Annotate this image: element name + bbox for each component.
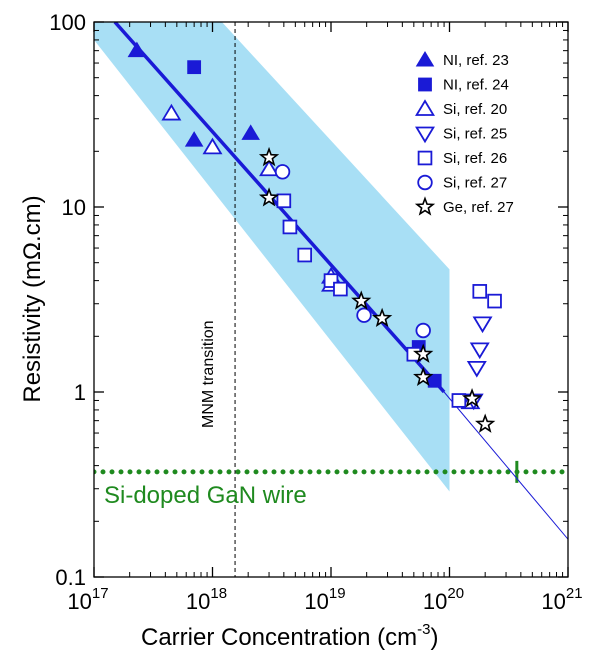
point-star-open-6-3 xyxy=(371,307,393,328)
fit-line-extension xyxy=(443,391,568,540)
legend-label-1: NI, ref. 24 xyxy=(443,77,509,94)
point-square-open-4-4 xyxy=(333,281,348,297)
point-triangle-up-open-2-2 xyxy=(259,159,280,177)
x-axis-title: Carrier Concentration (cm-3) xyxy=(141,621,438,651)
x-axis-title-exp: -3 xyxy=(417,621,430,638)
x-axis-title-suffix: ) xyxy=(430,624,438,651)
legend: NI, ref. 23 NI, ref. 24 Si, ref. 20 Si, ref… xyxy=(414,51,514,216)
x-tick-label: 1018 xyxy=(186,585,227,614)
x-tick-label-exp: 21 xyxy=(566,585,583,602)
point-star-open-6-6 xyxy=(461,388,483,408)
point-square-filled-1-0 xyxy=(187,60,202,75)
point-star-open-6-5 xyxy=(413,366,434,387)
error-band xyxy=(94,22,450,492)
error-band-layer xyxy=(94,22,450,492)
point-square-open-4-6 xyxy=(472,284,488,299)
y-tick-label: 1 xyxy=(74,380,86,405)
data-marker-layer xyxy=(127,41,502,433)
x-tick-label-base: 10 xyxy=(67,589,91,614)
y-tick-label: 100 xyxy=(49,10,86,35)
x-tick-label-base: 10 xyxy=(304,589,328,614)
point-triangle-down-open-3-1 xyxy=(469,342,490,360)
point-triangle-up-filled-0-0 xyxy=(127,41,147,58)
point-circle-open-5-0 xyxy=(274,164,291,180)
x-tick-label: 1021 xyxy=(541,585,582,614)
legend-marker-4 xyxy=(417,150,433,166)
point-star-open-6-7 xyxy=(475,413,496,433)
legend-marker-0 xyxy=(415,51,435,67)
legend-label-5: Si, ref. 27 xyxy=(443,175,507,192)
point-star-open-6-4 xyxy=(413,343,434,363)
x-tick-label-exp: 19 xyxy=(329,585,346,602)
legend-marker-5 xyxy=(417,174,433,191)
legend-label-3: Si, ref. 25 xyxy=(443,126,507,143)
legend-marker-2 xyxy=(415,99,435,116)
y-axis-title: Resistivity (mΩ.cm) xyxy=(19,195,46,402)
x-tick-label-exp: 17 xyxy=(92,585,109,602)
point-square-open-4-1 xyxy=(282,219,298,235)
y-tick-label: 10 xyxy=(62,195,86,220)
x-tick-label-base: 10 xyxy=(541,589,565,614)
point-square-open-4-8 xyxy=(451,393,467,408)
point-square-open-4-7 xyxy=(487,293,502,309)
x-tick-label: 1020 xyxy=(423,585,464,614)
mnm-transition-label: MNM transition xyxy=(200,320,217,428)
x-axis-title-main: Carrier Concentration (cm xyxy=(141,624,417,651)
point-triangle-down-open-3-2 xyxy=(466,360,487,378)
x-tick-label-exp: 20 xyxy=(447,585,464,602)
point-triangle-down-open-3-0 xyxy=(472,316,493,334)
point-star-open-6-0 xyxy=(258,146,280,167)
point-triangle-up-open-2-0 xyxy=(161,103,182,121)
x-tick-label-base: 10 xyxy=(186,589,210,614)
legend-label-4: Si, ref. 26 xyxy=(443,150,507,167)
wire-level-label: Si-doped GaN wire xyxy=(104,482,307,509)
y-tick-label: 0.1 xyxy=(55,565,86,590)
point-triangle-up-filled-0-1 xyxy=(184,131,204,147)
point-square-open-4-0 xyxy=(276,193,292,209)
point-triangle-up-open-2-1 xyxy=(202,137,223,155)
x-tick-label: 1017 xyxy=(67,585,108,614)
point-star-open-6-2 xyxy=(351,290,372,310)
point-triangle-up-filled-0-2 xyxy=(241,124,260,140)
legend-marker-1 xyxy=(418,77,432,92)
legend-marker-6 xyxy=(414,196,436,216)
legend-marker-3 xyxy=(415,126,435,144)
point-square-open-4-2 xyxy=(297,247,313,263)
legend-label-6: Ge, ref. 27 xyxy=(443,199,514,216)
x-tick-label-exp: 18 xyxy=(210,585,227,602)
legend-label-0: NI, ref. 23 xyxy=(443,52,509,69)
x-tick-label: 1019 xyxy=(304,585,345,614)
point-square-filled-1-2 xyxy=(427,373,442,388)
point-circle-open-5-1 xyxy=(356,307,372,323)
x-tick-label-base: 10 xyxy=(423,589,447,614)
point-circle-open-5-2 xyxy=(415,322,431,339)
legend-label-2: Si, ref. 20 xyxy=(443,101,507,118)
point-star-open-6-1 xyxy=(258,187,280,207)
